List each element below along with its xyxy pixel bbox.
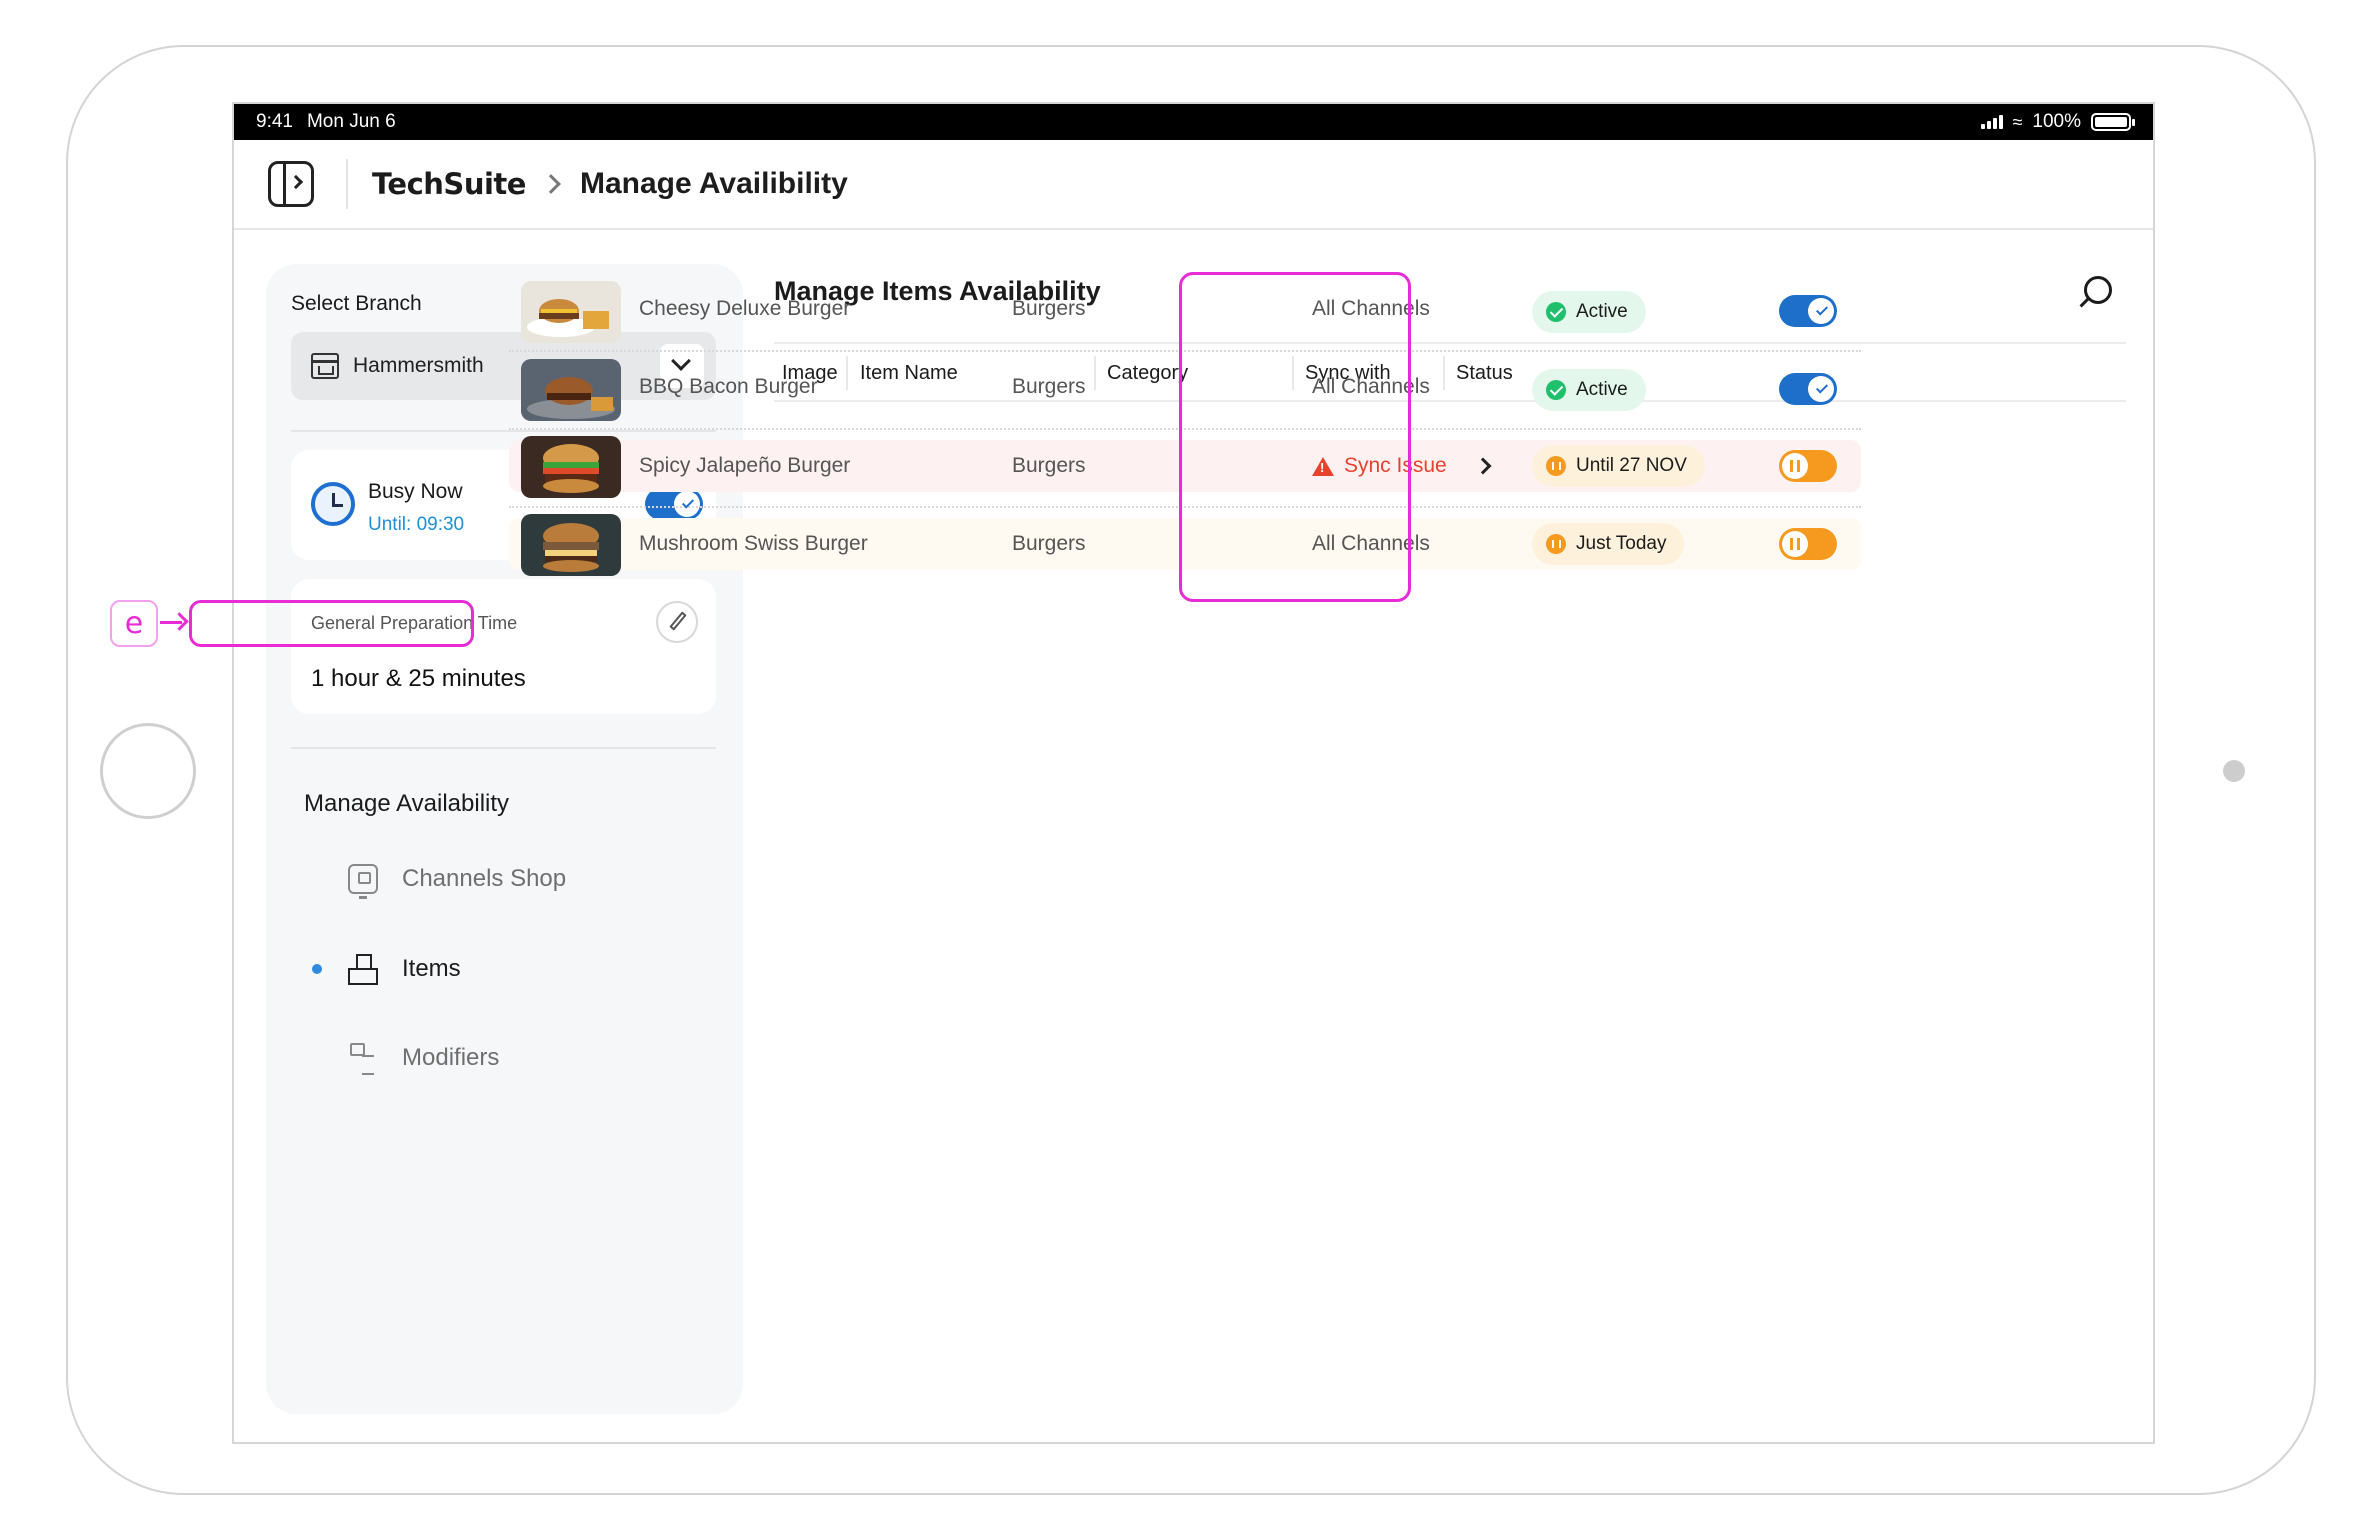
item-name: BBQ Bacon Burger <box>639 375 818 398</box>
column-separator <box>1443 356 1445 390</box>
row-divider <box>509 350 1861 352</box>
battery-percent: 100% <box>2032 111 2081 132</box>
battery-icon <box>2091 113 2135 131</box>
section-title: Manage Items Availability <box>774 276 1101 306</box>
row-divider <box>509 428 1861 430</box>
availability-toggle[interactable] <box>1779 450 1837 482</box>
header-divider <box>346 159 348 209</box>
status-badge: Until 27 NOV <box>1532 445 1705 487</box>
annotation-arrow <box>160 621 182 624</box>
item-category: Burgers <box>1012 454 1086 477</box>
pause-circle-icon <box>1546 456 1566 476</box>
table-row[interactable]: BBQ Bacon Burger Burgers All Channels Ac… <box>509 351 1861 427</box>
camera-dot <box>2223 760 2245 782</box>
status-text: Active <box>1576 301 1628 322</box>
items-highlight <box>189 600 474 647</box>
warning-icon <box>1312 456 1334 476</box>
sidebar-item-label: Modifiers <box>402 1044 500 1071</box>
table-header: Image Item Name Category Sync with Statu… <box>774 342 2126 402</box>
boxes-icon <box>348 954 378 985</box>
busy-now-toggle[interactable] <box>645 488 703 520</box>
monitor-icon <box>348 864 378 899</box>
chevron-right-icon <box>1474 457 1492 475</box>
annotation-label: e <box>110 600 158 647</box>
branch-value: Hammersmith <box>353 354 484 377</box>
table-row[interactable]: Cheesy Deluxe Burger Burgers All Channel… <box>509 273 1861 349</box>
sidebar-divider <box>291 430 716 432</box>
nav-heading: Manage Availability <box>304 790 510 817</box>
column-separator <box>1292 356 1294 390</box>
edit-prep-time-button[interactable] <box>656 601 698 643</box>
item-category: Burgers <box>1012 532 1086 555</box>
search-icon[interactable] <box>2084 276 2112 304</box>
select-branch-label: Select Branch <box>291 292 422 315</box>
availability-toggle[interactable] <box>1779 528 1837 560</box>
availability-toggle[interactable] <box>1779 295 1837 327</box>
clock-icon <box>311 482 355 526</box>
sidebar-item-items[interactable]: Items <box>288 936 715 1002</box>
item-sync: All Channels <box>1312 375 1430 398</box>
sync-issue-text: Sync Issue <box>1344 454 1447 477</box>
item-category: Burgers <box>1012 297 1086 320</box>
status-date: Mon Jun 6 <box>306 111 396 132</box>
item-image <box>521 281 621 343</box>
busy-now-title: Busy Now <box>368 480 463 503</box>
sidebar-divider <box>291 747 716 749</box>
status-text: Until 27 NOV <box>1576 455 1687 476</box>
header: TechSuite Manage Availibility <box>234 140 2153 230</box>
column-header-image: Image <box>782 362 838 384</box>
wifi-icon: ≈ <box>2012 111 2023 132</box>
pause-circle-icon <box>1546 534 1566 554</box>
item-category: Burgers <box>1012 375 1086 398</box>
column-separator <box>846 356 848 390</box>
item-image <box>521 436 621 498</box>
column-separator <box>1094 356 1096 390</box>
column-header-category: Category <box>1107 362 1189 384</box>
table-row[interactable]: Mushroom Swiss Burger Burgers All Channe… <box>509 514 1861 576</box>
breadcrumb-chevron-icon <box>541 174 561 194</box>
status-text: Active <box>1576 379 1628 400</box>
status-time: 9:41 <box>256 111 293 132</box>
pencil-icon <box>669 611 687 631</box>
app-logo[interactable]: TechSuite <box>372 167 526 201</box>
status-badge: Active <box>1532 291 1646 333</box>
active-indicator <box>312 964 322 974</box>
signal-icon <box>1980 115 2003 129</box>
sidebar: Select Branch Hammersmith Busy Now Until… <box>266 264 743 1414</box>
store-icon <box>311 353 339 379</box>
availability-toggle[interactable] <box>1779 373 1837 405</box>
sidebar-item-label: Channels Shop <box>402 865 567 892</box>
status-badge: Just Today <box>1532 523 1685 565</box>
page-title: Manage Availibility <box>579 167 848 200</box>
item-name: Cheesy Deluxe Burger <box>639 297 851 320</box>
check-circle-icon <box>1546 302 1566 322</box>
sync-issue-link[interactable]: Sync Issue <box>1312 454 1492 478</box>
item-name: Spicy Jalapeño Burger <box>639 454 851 477</box>
status-column-highlight <box>1179 272 1411 602</box>
prep-time-value: 1 hour & 25 minutes <box>311 665 526 692</box>
tree-icon <box>348 1043 378 1075</box>
item-image <box>521 514 621 576</box>
sidebar-item-channels-shop[interactable]: Channels Shop <box>288 846 715 912</box>
status-badge: Active <box>1532 369 1646 411</box>
home-button[interactable] <box>100 723 196 819</box>
prep-time-label: General Preparation Time <box>311 613 518 633</box>
table-row[interactable]: Spicy Jalapeño Burger Burgers Sync Issue… <box>509 436 1861 498</box>
item-sync: All Channels <box>1312 532 1430 555</box>
column-header-status: Status <box>1456 362 1513 384</box>
sidebar-item-modifiers[interactable]: Modifiers <box>288 1025 715 1091</box>
status-text: Just Today <box>1576 533 1667 554</box>
item-image <box>521 359 621 421</box>
status-bar: 9:41 Mon Jun 6 ≈ 100% <box>234 104 2153 140</box>
check-circle-icon <box>1546 380 1566 400</box>
column-header-sync: Sync with <box>1305 362 1391 384</box>
sidebar-item-label: Items <box>402 955 461 982</box>
column-header-item-name: Item Name <box>860 362 958 384</box>
item-name: Mushroom Swiss Burger <box>639 532 868 555</box>
item-sync: All Channels <box>1312 297 1430 320</box>
row-divider <box>509 506 1861 508</box>
busy-until-text: Until: 09:30 <box>368 514 465 535</box>
sidebar-toggle-icon[interactable] <box>268 161 314 207</box>
